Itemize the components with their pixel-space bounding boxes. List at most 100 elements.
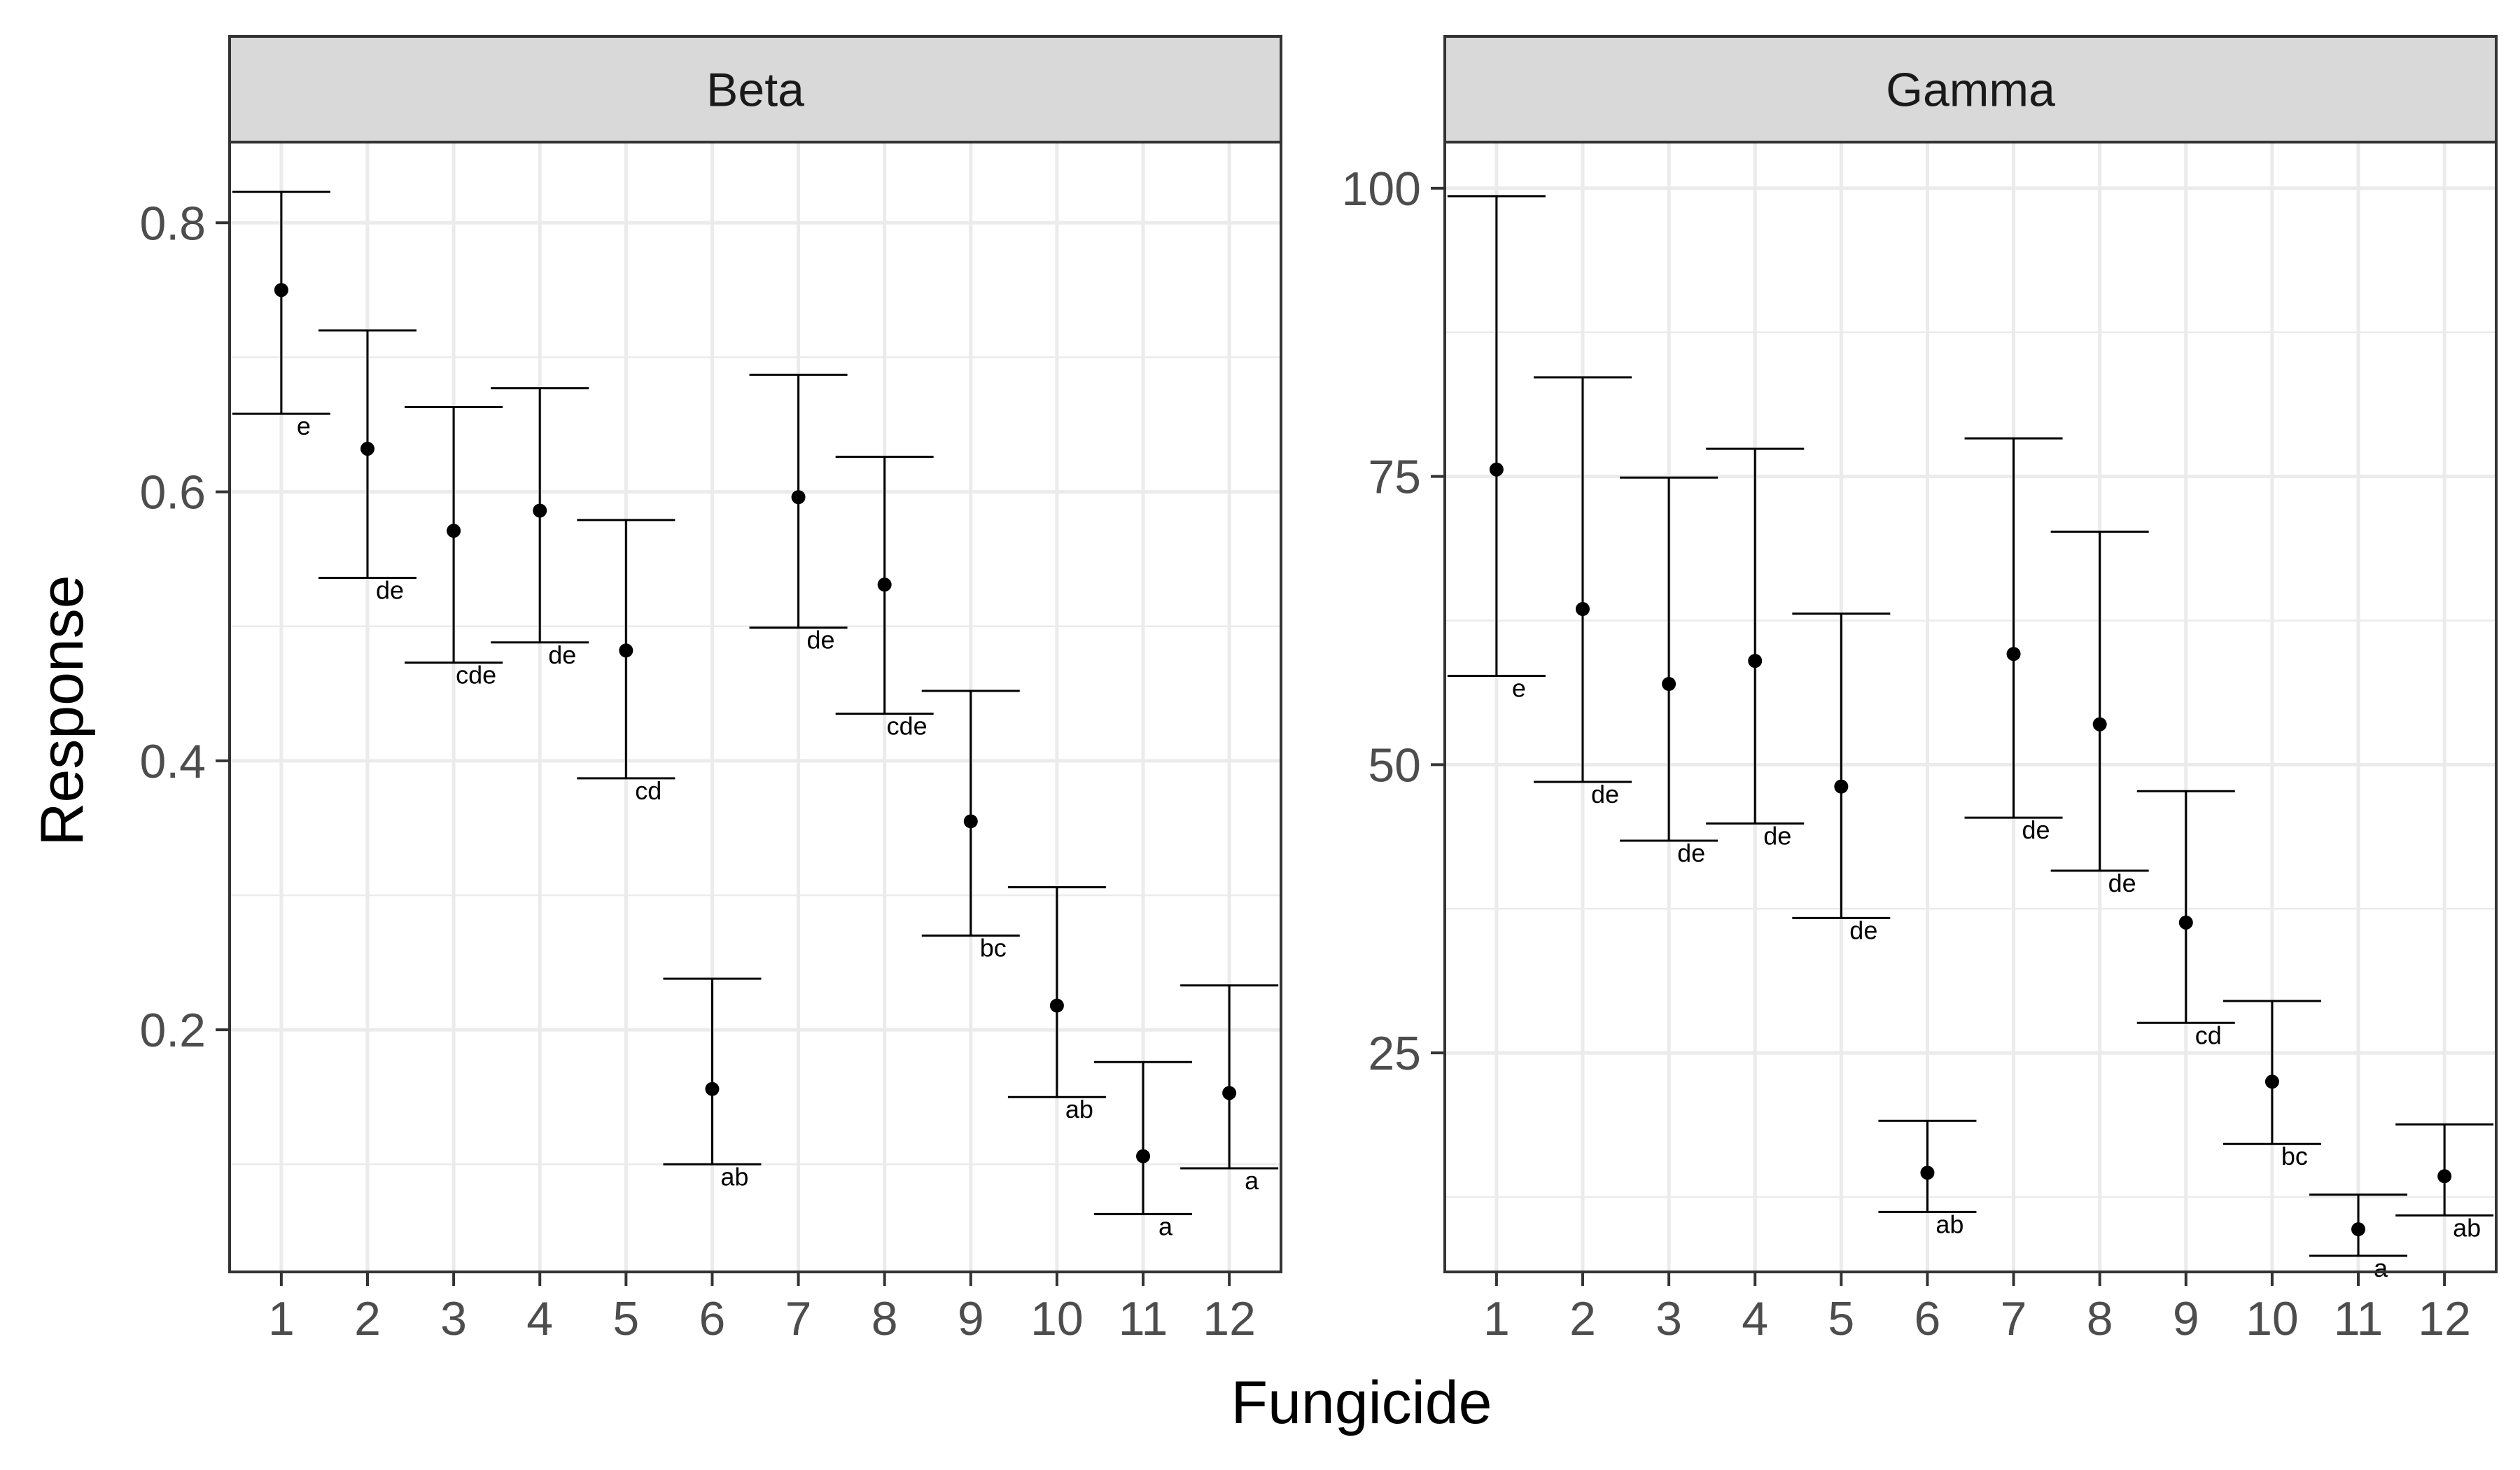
data-point: [1748, 654, 1763, 668]
error-bar-3: de: [1620, 476, 1718, 867]
data-point: [963, 814, 978, 829]
x-tick-label: 12: [2418, 1292, 2471, 1345]
panel-background: [230, 142, 1281, 1272]
x-tick-label: 7: [2001, 1292, 2027, 1345]
data-point: [2092, 717, 2107, 732]
group-letter-label: de: [548, 640, 576, 669]
error-bar-1: e: [1447, 195, 1546, 703]
error-bar-5: cd: [577, 519, 676, 805]
data-point: [274, 283, 288, 298]
data-point: [1489, 462, 1504, 477]
x-tick-label: 6: [1914, 1292, 1941, 1345]
group-letter-label: ab: [720, 1162, 748, 1191]
error-bar-12: a: [1180, 984, 1279, 1195]
data-point: [360, 442, 374, 456]
group-letter-label: cd: [2195, 1021, 2222, 1049]
strip-title: Beta: [706, 64, 804, 117]
error-bar-9: cd: [2136, 790, 2235, 1049]
y-tick-label: 0.4: [139, 735, 206, 788]
data-point: [1834, 779, 1849, 794]
x-tick-label: 8: [2087, 1292, 2113, 1345]
group-letter-label: de: [1677, 839, 1705, 867]
group-letter-label: bc: [980, 934, 1007, 962]
x-tick-label: 4: [526, 1292, 553, 1345]
error-bar-6: ab: [1878, 1119, 1977, 1238]
x-axis-title: Fungicide: [1231, 1369, 1492, 1436]
data-point: [791, 490, 806, 505]
data-point: [2264, 1074, 2279, 1089]
group-letter-label: ab: [1065, 1095, 1093, 1124]
data-point: [2351, 1222, 2366, 1237]
data-point: [1920, 1166, 1935, 1180]
group-letter-label: de: [2022, 816, 2050, 844]
error-bar-7: de: [1964, 437, 2063, 844]
error-bar-3: cde: [405, 406, 503, 690]
x-tick-label: 3: [1656, 1292, 1682, 1345]
data-point: [1662, 677, 1676, 692]
data-point: [619, 643, 634, 658]
x-tick-label: 1: [1483, 1292, 1510, 1345]
y-tick-label: 25: [1368, 1027, 1421, 1080]
data-point: [533, 503, 547, 518]
error-bar-8: de: [2050, 531, 2149, 897]
data-point: [1136, 1149, 1151, 1163]
x-tick-label: 11: [2334, 1292, 2384, 1345]
error-bar-10: ab: [1007, 886, 1106, 1124]
error-bar-9: bc: [921, 690, 1020, 962]
panels-layer: edecdedecdabdecdebcabaaBeta0.20.40.60.81…: [139, 35, 2498, 1345]
x-tick-label: 9: [958, 1292, 984, 1345]
error-bar-10: bc: [2222, 1000, 2321, 1170]
y-tick-label: 100: [1342, 162, 1421, 216]
x-tick-label: 5: [612, 1292, 639, 1345]
error-bar-1: e: [232, 190, 330, 440]
group-letter-label: cde: [456, 661, 496, 690]
data-point: [2178, 915, 2193, 930]
error-bar-4: de: [491, 387, 589, 669]
x-tick-label: 10: [1030, 1292, 1084, 1345]
strip-title: Gamma: [1886, 64, 2055, 117]
panel-0: e de cde de cd ab de cde bc ab a a Beta 0.2 0.4 0.6 0.8 1…: [139, 35, 1282, 1345]
group-letter-label: ab: [1935, 1210, 1963, 1238]
group-letter-label: de: [376, 576, 404, 605]
data-point: [1049, 998, 1064, 1013]
x-tick-label: 4: [1742, 1292, 1768, 1345]
error-bar-5: de: [1792, 612, 1891, 944]
x-tick-label: 6: [699, 1292, 726, 1345]
strip-background: [228, 35, 1282, 144]
y-tick-label: 0.8: [139, 197, 206, 250]
data-point: [2006, 647, 2021, 662]
x-tick-label: 8: [872, 1292, 898, 1345]
group-letter-label: de: [2108, 869, 2136, 897]
y-axis-title: Response: [29, 575, 96, 846]
x-tick-label: 11: [1119, 1292, 1168, 1345]
error-bar-4: de: [1706, 447, 1805, 850]
error-bar-11: a: [1094, 1060, 1193, 1240]
error-bar-8: cde: [835, 456, 934, 741]
group-letter-label: a: [1245, 1166, 1259, 1195]
data-point: [1575, 602, 1590, 617]
group-letter-label: a: [1158, 1212, 1173, 1240]
group-letter-label: de: [807, 626, 835, 654]
group-letter-label: cde: [887, 712, 927, 741]
group-letter-label: de: [1763, 821, 1791, 850]
x-tick-label: 1: [268, 1292, 295, 1345]
error-bar-12: ab: [2395, 1123, 2494, 1242]
x-tick-label: 10: [2246, 1292, 2299, 1345]
x-tick-label: 3: [440, 1292, 467, 1345]
group-letter-label: de: [1591, 780, 1619, 808]
data-point: [2437, 1169, 2452, 1184]
error-bar-2: de: [1533, 376, 1632, 808]
group-letter-label: e: [297, 412, 311, 440]
x-tick-label: 9: [2173, 1292, 2199, 1345]
y-tick-label: 0.6: [139, 466, 206, 519]
x-tick-label: 12: [1203, 1292, 1256, 1345]
y-tick-label: 75: [1368, 451, 1421, 504]
data-point: [447, 524, 461, 538]
x-tick-label: 5: [1828, 1292, 1854, 1345]
y-tick-label: 50: [1368, 738, 1421, 792]
group-letter-label: bc: [2281, 1142, 2308, 1170]
data-point: [877, 578, 892, 592]
group-letter-label: e: [1512, 674, 1526, 703]
